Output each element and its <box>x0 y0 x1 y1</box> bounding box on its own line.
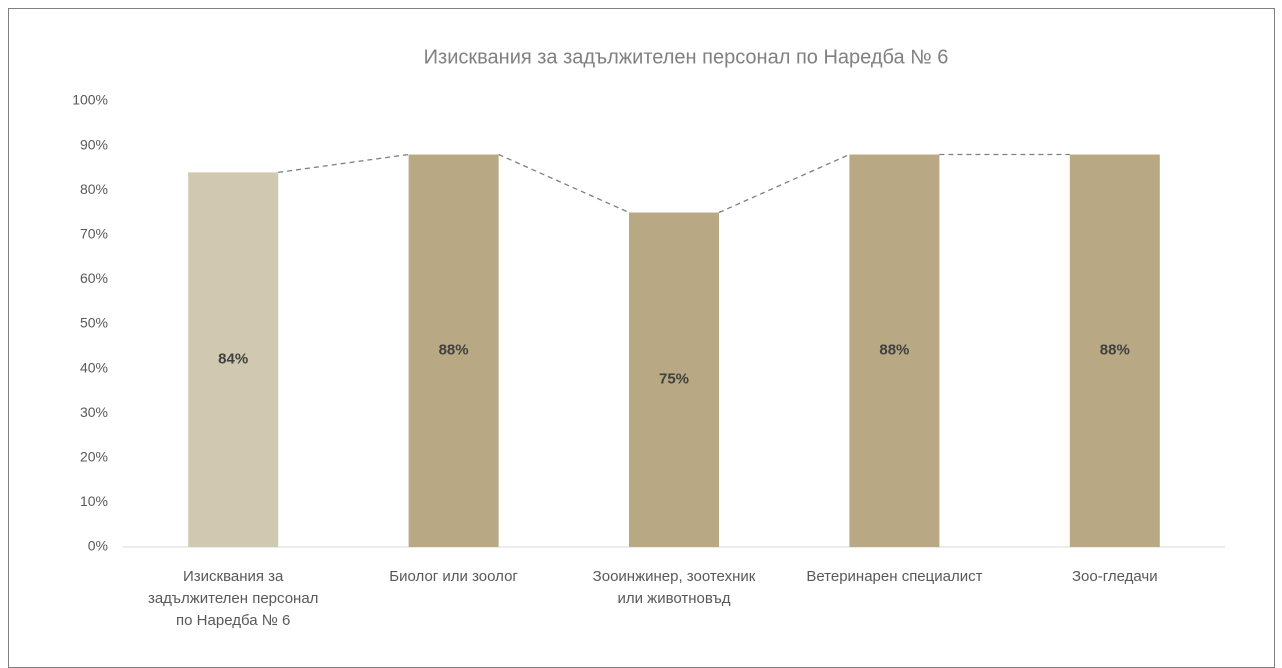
data-label: 88% <box>439 342 469 359</box>
chart-title: Изисквания за задължителен персонал по Н… <box>424 46 949 68</box>
bar <box>408 154 499 547</box>
data-label: 75% <box>659 371 689 388</box>
bar <box>849 154 940 547</box>
chart: Изисквания за задължителен персонал по Н… <box>72 46 1225 554</box>
bar <box>188 172 279 548</box>
y-tick-label: 100% <box>72 92 108 108</box>
x-tick-label: Изисквания за задължителен персонал по Н… <box>147 568 319 629</box>
bar <box>1069 154 1160 547</box>
y-tick-label: 80% <box>80 181 108 197</box>
data-label: 88% <box>1100 342 1130 359</box>
y-tick-label: 10% <box>80 493 108 509</box>
y-tick-label: 20% <box>80 449 108 465</box>
y-tick-label: 40% <box>80 359 108 375</box>
y-tick-label: 70% <box>80 226 108 242</box>
connector-line <box>278 153 409 174</box>
page: {"chart_data": {"type": "bar", "title": … <box>8 8 1275 668</box>
connector-line <box>498 153 630 214</box>
y-tick-label: 50% <box>80 315 108 331</box>
y-tick-label: 30% <box>80 404 108 420</box>
x-tick-label: Зооинжинер, зоотехник или животновъд <box>592 568 756 607</box>
x-tick-label: Ветеринарен специалист <box>806 568 983 585</box>
x-tick-label: Зоо-гледачи <box>1071 568 1158 585</box>
data-label: 88% <box>879 342 909 359</box>
y-tick-label: 0% <box>88 538 108 554</box>
y-tick-label: 90% <box>80 136 108 152</box>
y-tick-label: 60% <box>80 270 108 286</box>
connector-line <box>718 153 850 214</box>
x-tick-label: Биолог или зоолог <box>389 568 518 585</box>
bar <box>629 212 719 547</box>
data-label: 84% <box>218 351 248 368</box>
